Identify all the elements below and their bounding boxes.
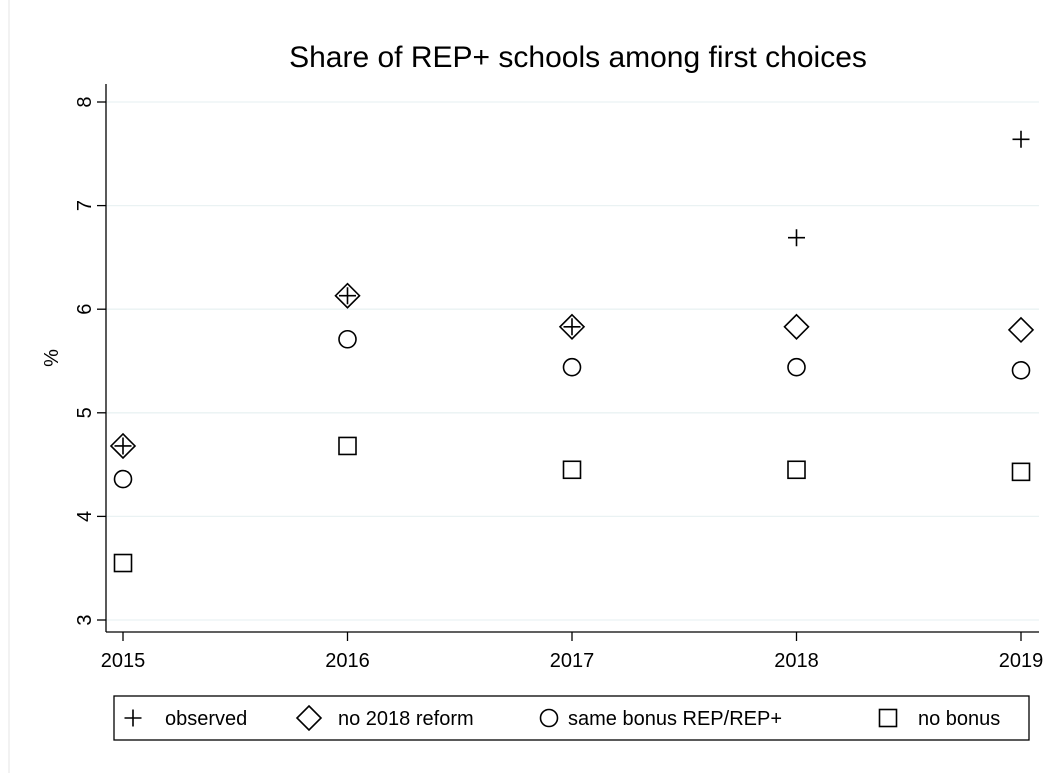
- y-tick-label: 7: [74, 200, 96, 211]
- circle-point: [562, 357, 582, 377]
- diamond-point: [783, 313, 810, 340]
- circle-point: [1011, 361, 1031, 380]
- y-axis-label: %: [41, 349, 63, 367]
- plus-point: [788, 229, 805, 247]
- x-tick-label: 2016: [325, 650, 370, 672]
- square-point: [562, 460, 582, 480]
- legend-circle-symbol: [539, 708, 559, 728]
- plus-point: [114, 437, 132, 455]
- square-point: [338, 436, 357, 456]
- x-tick-label: 2019: [999, 650, 1044, 672]
- diamond-point: [109, 432, 137, 460]
- legend-box: [113, 695, 1030, 741]
- y-tick-label: 3: [74, 614, 96, 625]
- diamond-point: [1007, 316, 1035, 344]
- legend-label: same bonus REP/REP+: [568, 708, 782, 730]
- chart-title: Share of REP+ schools among first choice…: [289, 41, 867, 74]
- circle-point: [338, 329, 357, 349]
- y-tick-label: 5: [74, 407, 96, 418]
- square-point: [787, 460, 806, 480]
- legend-label: no bonus: [918, 708, 1000, 730]
- legend: observed no 2018 reform same bonus REP/REP…: [113, 695, 1030, 741]
- diamond-point: [558, 313, 586, 340]
- legend-diamond-symbol: [295, 704, 323, 732]
- x-tick-label: 2017: [550, 650, 595, 672]
- legend-plus-symbol: [124, 709, 142, 727]
- plus-point: [1012, 130, 1030, 148]
- square-point: [1011, 462, 1031, 482]
- circle-point: [787, 357, 806, 377]
- gridlines: [106, 101, 1039, 621]
- x-tick-label: 2018: [774, 650, 819, 672]
- diamond-point: [334, 282, 361, 309]
- data-marks: [109, 130, 1035, 573]
- y-tick-label: 4: [74, 511, 96, 522]
- plus-point: [563, 318, 581, 336]
- axes: 3 4 5 6 7 8 2015 2016 2017 2018 2019: [74, 84, 1043, 672]
- plus-point: [339, 287, 356, 305]
- legend-square-symbol: [878, 708, 898, 728]
- legend-label: observed: [165, 708, 247, 730]
- legend-label: no 2018 reform: [338, 708, 474, 730]
- y-tick-label: 8: [74, 96, 96, 107]
- square-point: [113, 553, 133, 573]
- circle-point: [113, 469, 133, 489]
- y-tick-label: 6: [74, 304, 96, 315]
- x-tick-label: 2015: [101, 650, 146, 672]
